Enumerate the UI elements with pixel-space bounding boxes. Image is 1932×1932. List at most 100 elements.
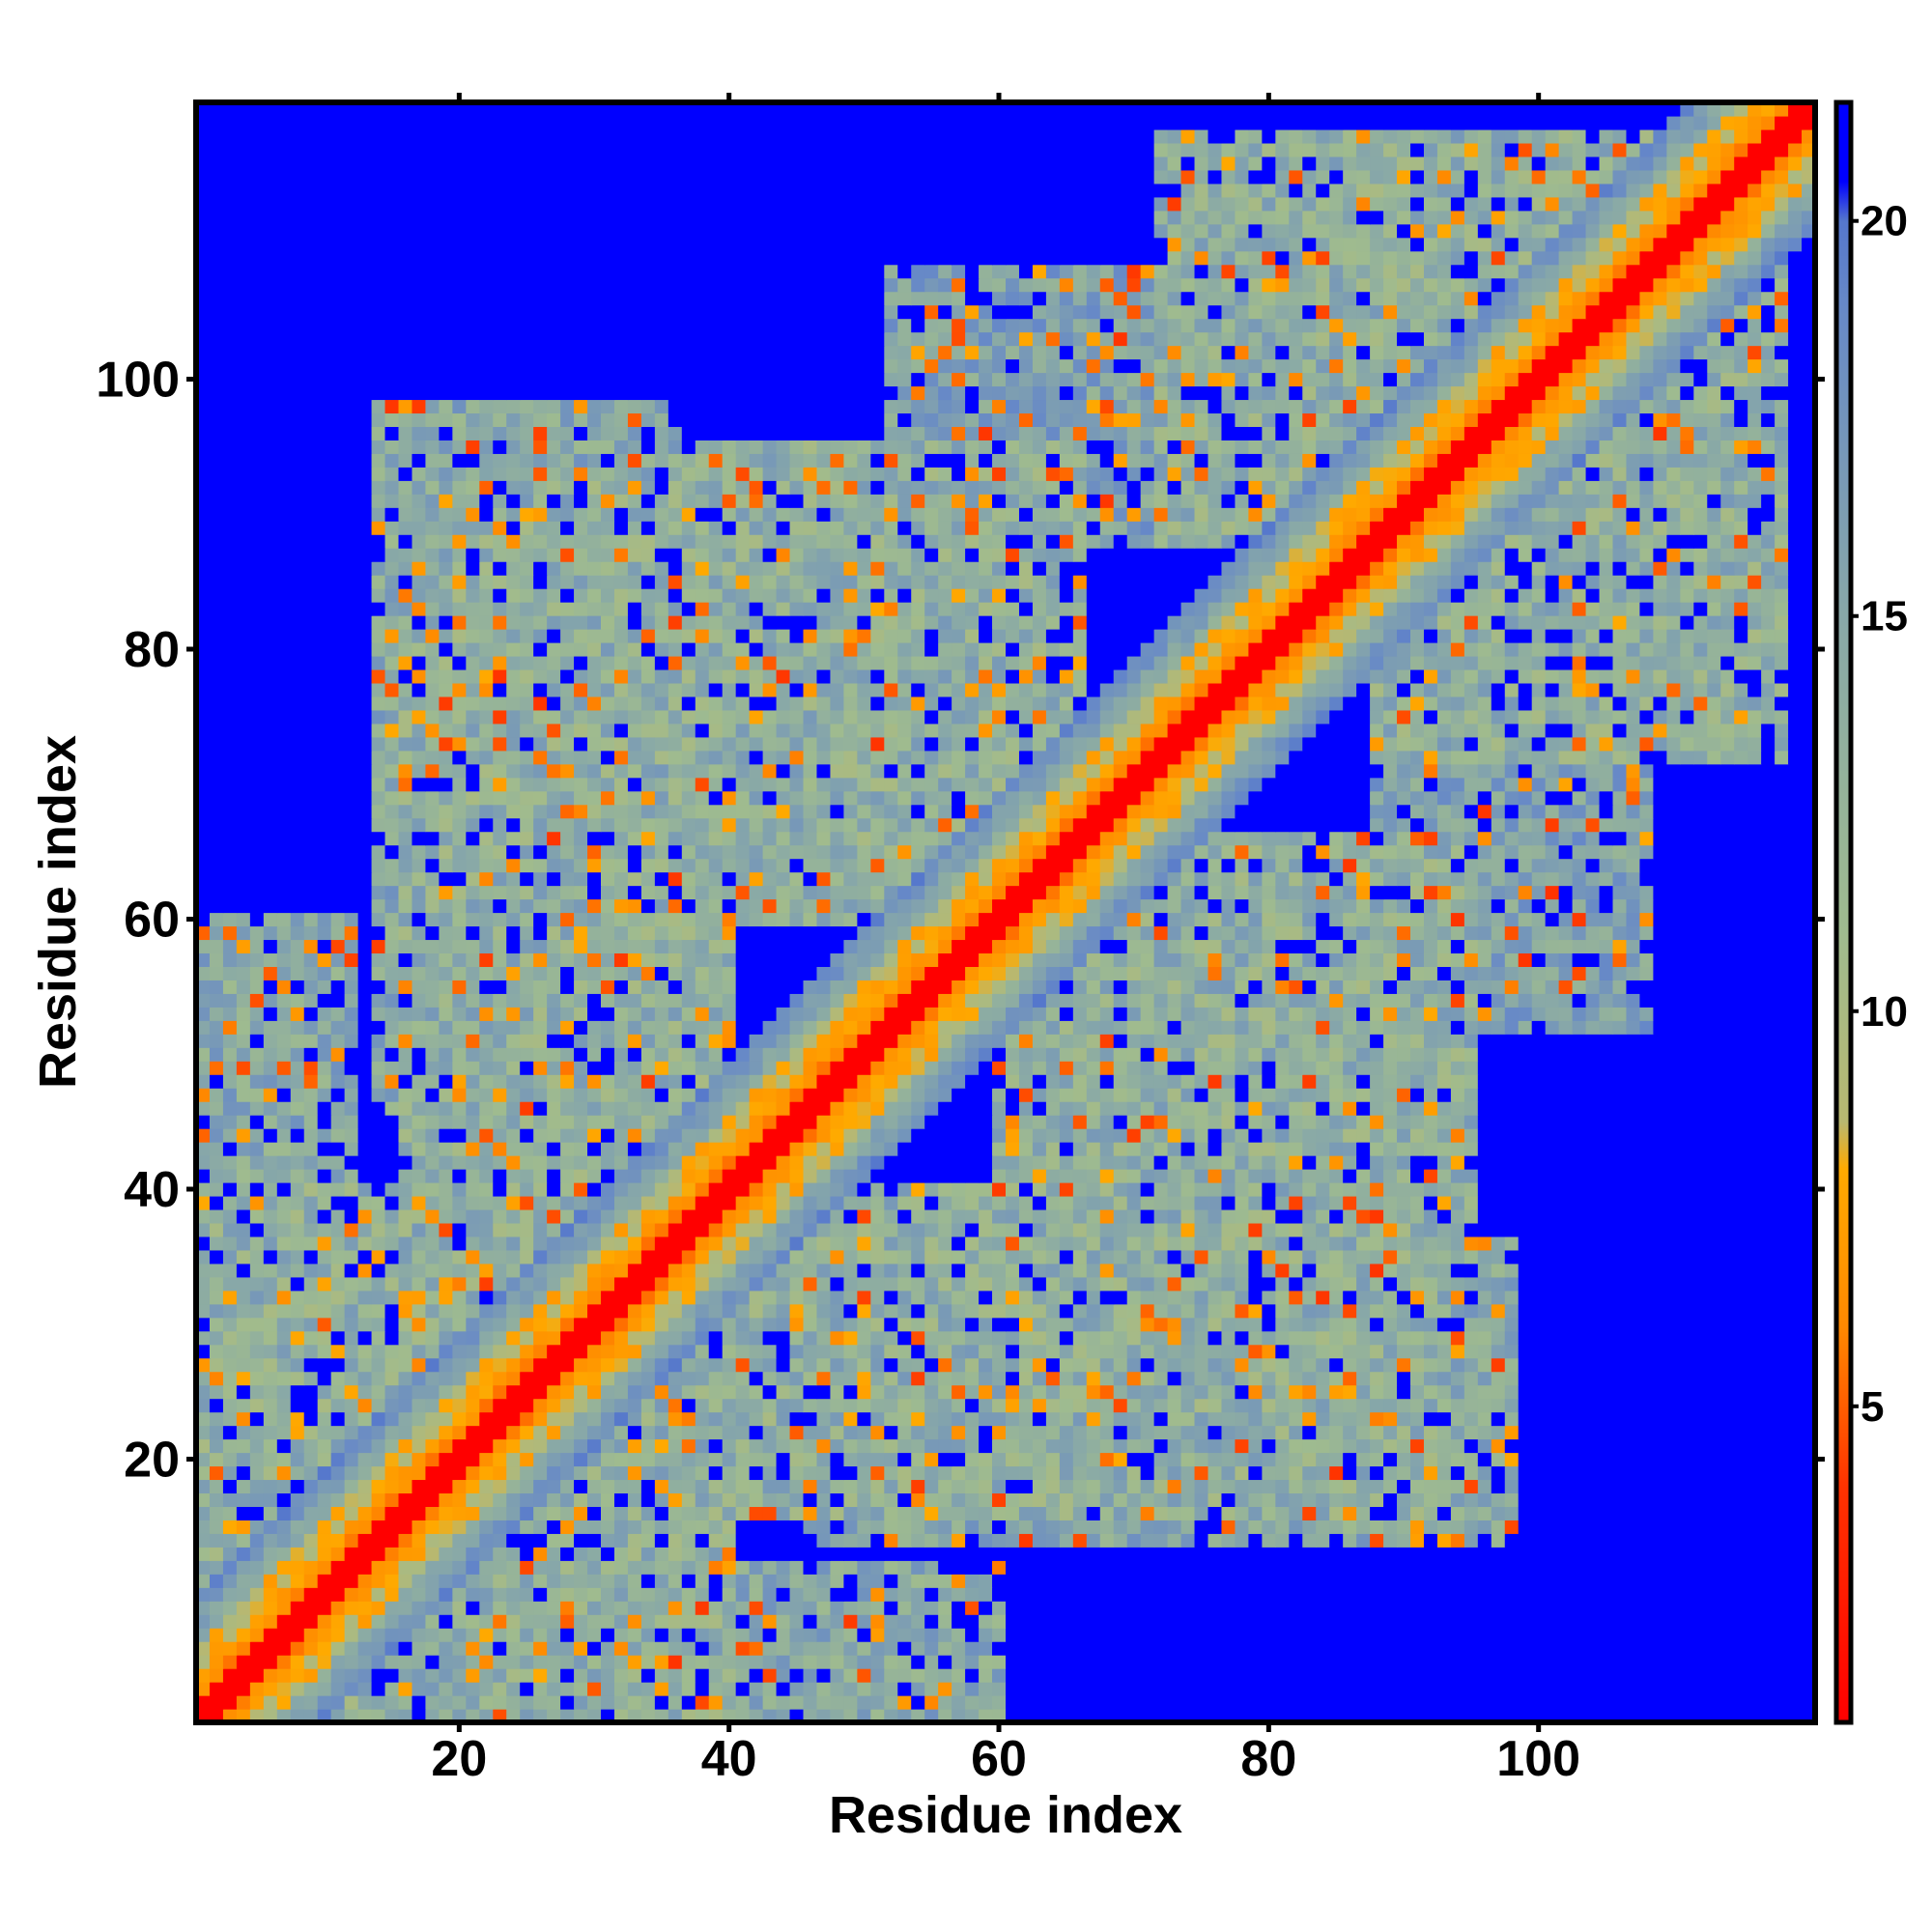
- heatmap-cell: [209, 1547, 224, 1561]
- heatmap-cell: [506, 1263, 521, 1278]
- heatmap-cell: [1045, 1682, 1061, 1696]
- heatmap-cell: [762, 1547, 778, 1561]
- heatmap-cell: [1585, 1655, 1601, 1669]
- heatmap-cell: [1531, 1655, 1547, 1669]
- heatmap-cell: [1477, 1438, 1492, 1454]
- heatmap-cell: [533, 1357, 548, 1373]
- heatmap-cell: [1720, 1709, 1735, 1723]
- heatmap-cell: [290, 1601, 305, 1615]
- heatmap-cell: [911, 1574, 925, 1588]
- heatmap-cell: [1518, 1195, 1533, 1210]
- heatmap-cell: [1775, 1249, 1789, 1264]
- heatmap-cell: [1423, 1574, 1438, 1588]
- heatmap-cell: [938, 1208, 952, 1224]
- heatmap-cell: [1032, 1169, 1047, 1183]
- heatmap-cell: [1072, 1425, 1088, 1440]
- heatmap-cell: [681, 1452, 696, 1467]
- heatmap-cell: [830, 1547, 844, 1561]
- heatmap-cell: [884, 1371, 898, 1386]
- heatmap-cell: [857, 1668, 871, 1683]
- heatmap-cell: [1343, 1438, 1357, 1454]
- heatmap-cell: [816, 1574, 832, 1588]
- heatmap-cell: [668, 1628, 683, 1642]
- heatmap-cell: [1343, 1506, 1357, 1520]
- heatmap-cell: [1086, 1506, 1101, 1520]
- heatmap-cell: [384, 1695, 400, 1710]
- heatmap-cell: [627, 1479, 642, 1494]
- heatmap-cell: [735, 1614, 751, 1629]
- heatmap-cell: [870, 1249, 885, 1264]
- heatmap-cell: [1788, 1520, 1803, 1534]
- heatmap-cell: [1693, 1465, 1708, 1481]
- heatmap-cell: [979, 1208, 993, 1224]
- heatmap-cell: [1775, 1425, 1789, 1440]
- heatmap-cell: [1059, 1208, 1074, 1224]
- heatmap-cell: [1477, 1601, 1492, 1615]
- heatmap-cell: [560, 1695, 575, 1710]
- heatmap-cell: [789, 1330, 805, 1346]
- heatmap-cell: [425, 1236, 440, 1251]
- heatmap-cell: [924, 1641, 939, 1656]
- heatmap-cell: [466, 1492, 480, 1507]
- heatmap-cell: [1275, 1344, 1290, 1359]
- heatmap-cell: [1572, 1492, 1587, 1507]
- heatmap-cell: [1653, 1547, 1667, 1561]
- heatmap-cell: [560, 1263, 575, 1278]
- heatmap-cell: [1450, 1236, 1465, 1251]
- heatmap-cell: [1086, 1520, 1101, 1534]
- heatmap-cell: [897, 1208, 912, 1224]
- heatmap-cell: [722, 1276, 737, 1292]
- heatmap-cell: [1761, 1668, 1776, 1683]
- heatmap-cell: [1410, 1236, 1425, 1251]
- heatmap-cell: [1194, 1533, 1209, 1548]
- heatmap-cell: [1463, 1222, 1479, 1237]
- heatmap-cell: [897, 1438, 912, 1454]
- heatmap-cell: [560, 1614, 575, 1629]
- heatmap-cell: [735, 1303, 751, 1319]
- heatmap-cell: [776, 1303, 791, 1319]
- heatmap-cell: [1153, 1169, 1169, 1183]
- heatmap-cell: [1045, 1641, 1061, 1656]
- heatmap-cell: [236, 1182, 251, 1197]
- heatmap-cell: [506, 1357, 521, 1373]
- heatmap-cell: [668, 1587, 683, 1602]
- heatmap-cell: [1302, 1655, 1317, 1669]
- heatmap-cell: [965, 1425, 980, 1440]
- heatmap-cell: [1194, 1371, 1209, 1386]
- heatmap-cell: [1032, 1614, 1047, 1629]
- heatmap-cell: [547, 1425, 561, 1440]
- heatmap-cell: [276, 1371, 292, 1386]
- heatmap-cell: [1720, 1330, 1735, 1346]
- heatmap-cell: [276, 1290, 292, 1305]
- heatmap-cell: [601, 1195, 615, 1210]
- heatmap-cell: [884, 1655, 898, 1669]
- heatmap-cell: [1208, 1655, 1223, 1669]
- heatmap-cell: [1275, 1587, 1290, 1602]
- heatmap-cell: [330, 1452, 346, 1467]
- heatmap-cell: [640, 1208, 656, 1224]
- heatmap-cell: [1140, 1520, 1155, 1534]
- heatmap-cell: [695, 1438, 710, 1454]
- heatmap-cell: [276, 1425, 292, 1440]
- heatmap-cell: [1531, 1574, 1547, 1588]
- heatmap-cell: [506, 1290, 521, 1305]
- heatmap-cell: [640, 1709, 656, 1723]
- heatmap-cell: [1626, 1492, 1641, 1507]
- heatmap-cell: [1086, 1169, 1101, 1183]
- heatmap-cell: [1208, 1560, 1223, 1575]
- heatmap-cell: [384, 1222, 400, 1237]
- heatmap-cell: [1775, 1411, 1789, 1427]
- heatmap-cell: [398, 1425, 413, 1440]
- heatmap-cell: [776, 1601, 791, 1615]
- heatmap-cell: [439, 1357, 453, 1373]
- heatmap-cell: [547, 1169, 561, 1183]
- heatmap-cell: [1761, 1465, 1776, 1481]
- heatmap-cell: [1477, 1263, 1492, 1278]
- heatmap-cell: [816, 1438, 832, 1454]
- heatmap-cell: [1410, 1222, 1425, 1237]
- heatmap-cell: [870, 1425, 885, 1440]
- heatmap-cell: [803, 1330, 818, 1346]
- heatmap-cell: [1086, 1695, 1101, 1710]
- heatmap-cell: [1666, 1520, 1681, 1534]
- heatmap-cell: [357, 1520, 373, 1534]
